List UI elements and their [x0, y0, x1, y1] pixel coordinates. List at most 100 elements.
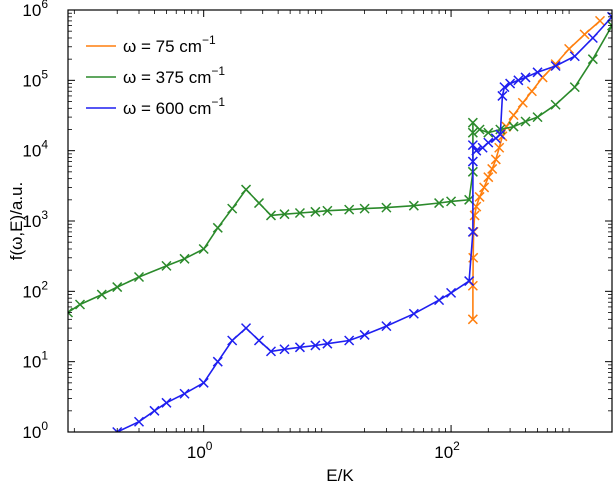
data-point	[279, 344, 290, 355]
y-tick-label: 106	[22, 0, 48, 20]
data-point	[241, 184, 252, 195]
y-axis-label: f(ω,E)/a.u.	[7, 182, 26, 260]
data-point	[253, 198, 265, 209]
series-layer	[68, 11, 612, 432]
y-tick-label: 105	[22, 67, 48, 90]
data-point	[479, 182, 490, 193]
data-point	[532, 67, 543, 78]
y-tick-label: 101	[22, 349, 48, 372]
data-point	[294, 207, 305, 219]
data-point	[497, 90, 508, 101]
data-point	[483, 137, 494, 148]
x-tick-label: 102	[434, 439, 460, 462]
data-point	[564, 43, 575, 54]
data-point	[359, 203, 370, 214]
data-point	[446, 287, 457, 298]
data-point	[408, 308, 419, 319]
data-point	[96, 289, 107, 300]
legend-label: ω = 600 cm−1	[123, 95, 225, 118]
y-tick-label: 104	[22, 138, 48, 161]
data-point	[179, 253, 190, 264]
data-point	[322, 338, 333, 349]
data-point	[434, 198, 445, 209]
data-point	[133, 416, 145, 427]
legend-label: ω = 75 cm−1	[123, 33, 216, 56]
data-point	[161, 260, 172, 271]
data-point	[467, 156, 478, 167]
data-point	[310, 340, 321, 351]
data-point	[550, 99, 561, 110]
data-point	[467, 314, 478, 325]
series-0	[467, 15, 606, 325]
data-point	[494, 142, 505, 153]
data-point	[505, 78, 516, 89]
data-point	[520, 72, 531, 83]
data-point	[513, 75, 524, 86]
data-point	[310, 206, 321, 217]
data-point	[517, 97, 528, 108]
data-point	[227, 335, 238, 346]
y-tick-label: 103	[22, 208, 48, 231]
data-point	[149, 405, 160, 416]
data-point	[467, 140, 478, 151]
data-point	[495, 129, 506, 140]
series-line	[116, 16, 612, 432]
data-point	[68, 307, 74, 318]
y-tick-label: 100	[22, 419, 48, 442]
series-2	[112, 11, 612, 432]
data-point	[483, 172, 494, 183]
data-point	[161, 397, 172, 408]
data-point	[133, 271, 145, 283]
x-axis-label: E/K	[326, 466, 354, 485]
data-point	[499, 82, 510, 93]
x-tick-label: 100	[187, 439, 213, 462]
data-point	[606, 11, 612, 22]
data-point	[179, 388, 190, 399]
data-point	[467, 127, 478, 138]
legend-label: ω = 375 cm−1	[123, 64, 225, 87]
data-point	[112, 426, 123, 432]
legend: ω = 75 cm−1 ω = 375 cm−1 ω = 600 cm−1	[86, 33, 225, 118]
data-point	[408, 200, 419, 211]
data-point	[569, 82, 580, 93]
data-point	[241, 323, 252, 334]
data-point	[587, 54, 598, 65]
data-point	[487, 163, 498, 174]
data-point	[253, 335, 265, 346]
data-point	[464, 276, 475, 287]
tick-layer: 100 101 102 103 104 105 106 100 102	[22, 0, 613, 462]
data-point	[381, 321, 392, 332]
data-point	[483, 127, 494, 138]
data-point	[381, 202, 392, 213]
data-point	[265, 346, 277, 357]
data-point	[474, 124, 485, 135]
data-point	[446, 196, 457, 207]
data-point	[227, 203, 238, 214]
data-point	[294, 342, 305, 353]
data-point	[265, 210, 277, 221]
data-point	[526, 86, 537, 97]
series-1	[68, 20, 612, 318]
data-point	[344, 335, 355, 346]
data-point	[322, 205, 333, 216]
data-point	[490, 154, 501, 165]
data-point	[520, 116, 531, 127]
data-point	[508, 121, 519, 132]
data-point	[606, 20, 612, 31]
data-point	[579, 29, 590, 40]
data-point	[508, 110, 519, 121]
data-point	[532, 112, 543, 123]
data-point	[198, 243, 209, 255]
data-point	[212, 356, 223, 367]
data-point	[471, 145, 482, 156]
y-tick-label: 102	[22, 278, 48, 301]
data-point	[467, 226, 478, 237]
data-point	[344, 204, 355, 215]
data-point	[594, 15, 606, 26]
data-point	[212, 222, 223, 233]
data-point	[359, 329, 370, 340]
data-point	[474, 191, 485, 202]
data-point	[569, 51, 580, 62]
data-point	[112, 282, 123, 293]
